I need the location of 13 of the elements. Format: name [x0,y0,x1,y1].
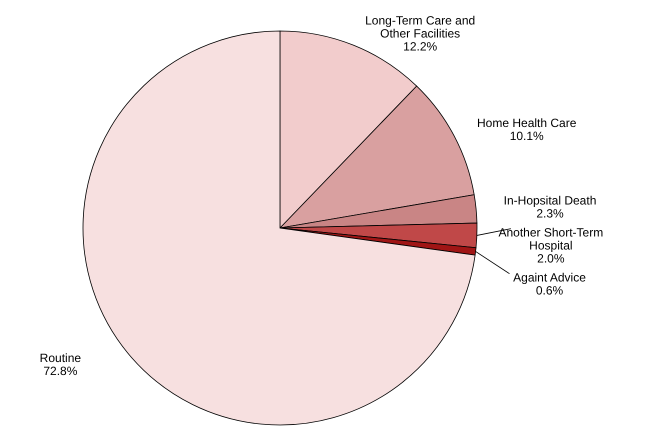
slice-label: In-Hopsital Death [504,194,596,208]
slice-label: Routine [40,351,82,366]
data-label: 10.1% [510,129,544,144]
data-label: 72.8% [43,364,78,378]
pie-slice [82,30,476,426]
slice-label: Long-Term Care and Other Facilities [365,14,476,41]
data-label: 0.6% [536,284,564,298]
slice-label: Another Short-Term Hospital [498,226,604,253]
slice-label: Againt Advice [513,270,586,285]
slice-label: Home Health Care [477,116,577,130]
data-label: 12.2% [403,40,438,54]
data-label: 2.0% [537,252,565,266]
data-label: 2.3% [536,206,564,221]
